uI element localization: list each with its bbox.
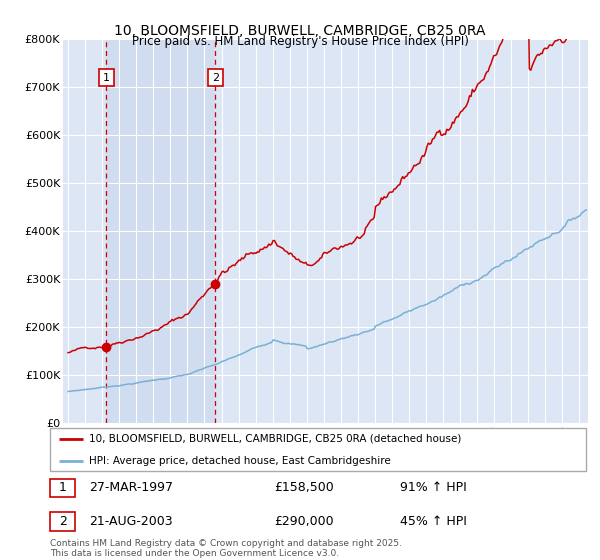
Text: 45% ↑ HPI: 45% ↑ HPI: [400, 515, 467, 528]
Text: 91% ↑ HPI: 91% ↑ HPI: [400, 481, 467, 494]
Text: Contains HM Land Registry data © Crown copyright and database right 2025.
This d: Contains HM Land Registry data © Crown c…: [50, 539, 403, 558]
Text: 2: 2: [59, 515, 67, 528]
Text: 1: 1: [103, 73, 110, 82]
Text: Price paid vs. HM Land Registry's House Price Index (HPI): Price paid vs. HM Land Registry's House …: [131, 35, 469, 49]
Bar: [50, 479, 75, 497]
Text: £158,500: £158,500: [274, 481, 334, 494]
Text: 10, BLOOMSFIELD, BURWELL, CAMBRIDGE, CB25 0RA: 10, BLOOMSFIELD, BURWELL, CAMBRIDGE, CB2…: [114, 24, 486, 38]
Text: 1: 1: [59, 481, 67, 494]
Text: HPI: Average price, detached house, East Cambridgeshire: HPI: Average price, detached house, East…: [89, 456, 391, 466]
Text: £290,000: £290,000: [274, 515, 334, 528]
Text: 2: 2: [212, 73, 219, 82]
Text: 10, BLOOMSFIELD, BURWELL, CAMBRIDGE, CB25 0RA (detached house): 10, BLOOMSFIELD, BURWELL, CAMBRIDGE, CB2…: [89, 434, 461, 444]
Bar: [50, 512, 75, 530]
Bar: [106, 39, 215, 423]
Text: 21-AUG-2003: 21-AUG-2003: [89, 515, 172, 528]
Text: 27-MAR-1997: 27-MAR-1997: [89, 481, 173, 494]
